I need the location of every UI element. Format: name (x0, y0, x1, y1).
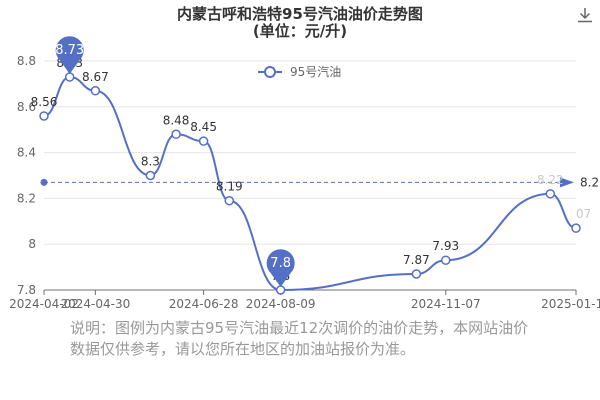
pin-marker (55, 36, 84, 75)
x-tick-label: 2025-01-17 (541, 297, 600, 311)
data-point (90, 86, 101, 96)
data-points (39, 72, 581, 295)
data-point (39, 111, 49, 121)
chart-subtitle: (单位：元/升) (253, 22, 347, 40)
x-tick-label: 2024-11-07 (411, 297, 481, 311)
y-tick-label: 7.8 (17, 283, 36, 297)
data-label: 7.87 (403, 253, 430, 267)
data-point (441, 255, 451, 265)
disclaimer-note: 说明：图例为内蒙古95号汽油最近12次调价的油价走势，本网站油价数据仅供参考，请… (70, 319, 529, 358)
y-tick-label: 8.4 (17, 146, 36, 160)
average-line: 8.2 (40, 175, 599, 189)
data-label: 07 (576, 207, 591, 221)
average-start-dot (40, 178, 48, 186)
x-tick-label: 2024-08-09 (246, 297, 316, 311)
data-point (545, 189, 556, 199)
extreme-pins: 8.73 7.8 (55, 36, 295, 287)
data-point (571, 223, 581, 233)
pin-label: 7.8 (270, 256, 291, 271)
average-arrow (560, 177, 574, 188)
download-icon[interactable] (576, 6, 594, 24)
y-axis: 7.8 8 8.2 8.4 8.6 8.8 (17, 54, 36, 297)
legend-label: 95号汽油 (290, 64, 341, 79)
y-tick-label: 8 (28, 237, 36, 251)
y-tick-label: 8.8 (17, 54, 36, 68)
x-tick-label: 2024-04-02 (9, 297, 79, 311)
data-label: 8.22 (537, 173, 564, 187)
chart-title: 内蒙古呼和浩特95号汽油油价走势图 (177, 5, 423, 23)
data-point (145, 170, 156, 181)
data-point (275, 285, 286, 295)
data-label: 8.19 (216, 180, 243, 194)
pin-marker (266, 249, 295, 287)
legend-marker (264, 66, 276, 78)
data-point (198, 136, 209, 146)
x-tick-label: 2024-04-30 (60, 297, 130, 311)
pin-label: 8.73 (55, 43, 84, 58)
x-tick-label: 2024-06-28 (169, 297, 239, 311)
y-tick-label: 8.2 (17, 191, 36, 205)
data-point (411, 269, 422, 279)
series-line-95 (43, 76, 577, 292)
grid-lines (44, 60, 576, 291)
data-label: 8.45 (190, 120, 217, 134)
data-point (171, 129, 181, 140)
data-labels: 8.568.738.678.38.488.458.197.87.877.938.… (31, 56, 592, 283)
data-point (64, 72, 75, 82)
data-point (224, 195, 235, 206)
data-label: 8.56 (31, 95, 58, 109)
data-label: 8.48 (163, 113, 190, 127)
data-label: 8.3 (141, 155, 160, 169)
average-label: 8.2 (580, 175, 599, 189)
data-label: 8.67 (82, 70, 109, 84)
legend[interactable]: 95号汽油 (258, 64, 341, 79)
y-tick-label: 8.6 (17, 100, 36, 114)
data-label: 7.93 (432, 239, 459, 253)
